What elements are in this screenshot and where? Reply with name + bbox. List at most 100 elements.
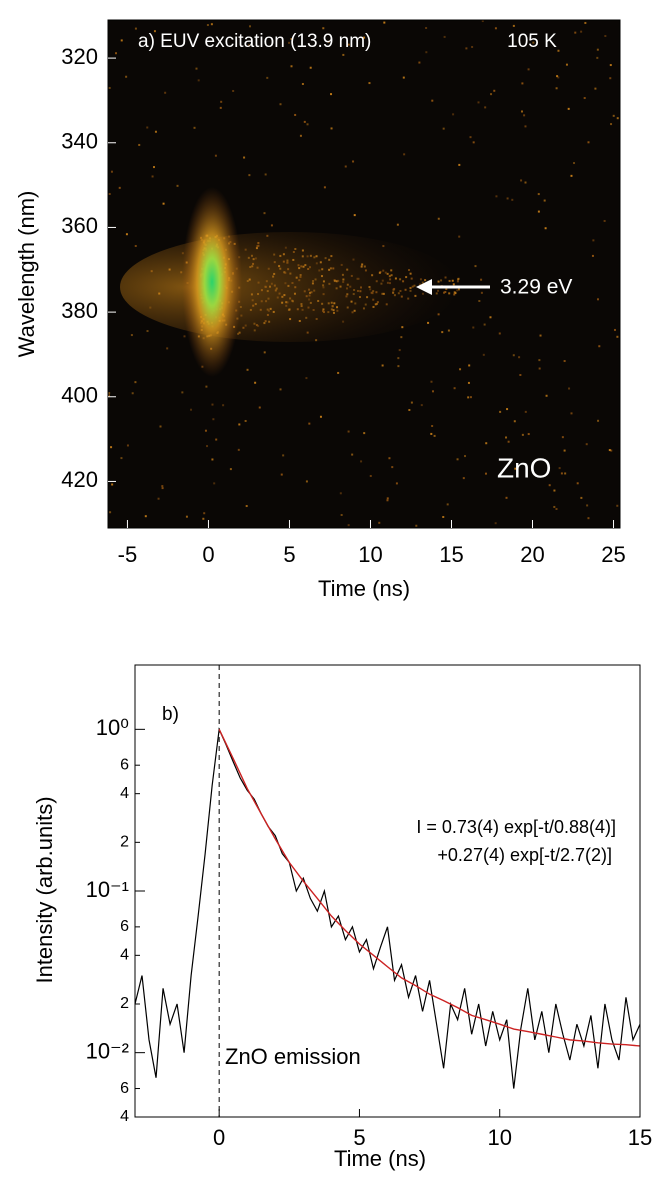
speckle [612,114,615,117]
speckle [558,467,561,470]
speckle [481,20,484,23]
speckle [322,27,325,30]
speckle [538,367,541,370]
speckle [381,364,384,367]
speckle [433,434,436,437]
speckle [347,43,350,46]
speckle [264,173,267,176]
data-line [134,727,641,1089]
y-tick-label: 320 [61,44,98,69]
speckle [587,141,590,144]
speckle [363,432,366,435]
x-axis-label: Time (ns) [334,1146,426,1171]
speckle [243,156,246,159]
y-tick-label: 4 [120,947,129,964]
speckle [134,27,137,30]
speckle [472,326,475,329]
y-tick-label: 6 [120,918,129,935]
speckle [125,75,128,78]
speckle [109,511,112,514]
emission-label: ZnO emission [225,1044,361,1069]
speckle [480,291,483,294]
speckle [396,223,399,226]
speckle [437,217,440,220]
speckle [290,37,293,40]
x-tick-label: 5 [353,1125,365,1150]
speckle [576,482,579,485]
speckle [402,76,405,79]
speckle [353,214,356,217]
speckle [557,49,560,52]
speckle [616,117,619,120]
speckle [330,93,333,96]
speckle [446,503,449,506]
speckle [548,484,551,487]
speckle [560,472,563,475]
speckle [220,100,223,103]
speckle [585,443,588,446]
speckle [352,160,355,163]
speckle [195,67,198,70]
speckle [556,75,559,78]
speckle [249,25,252,28]
speckle [524,125,527,128]
speckle [108,193,111,196]
y-tick-label: 340 [61,129,98,154]
panel-label: a) EUV excitation (13.9 nm) [138,31,371,52]
speckle [206,24,209,27]
speckle [162,202,165,205]
speckle [521,82,524,85]
speckle [176,184,179,187]
speckle [458,163,461,166]
speckle [303,120,306,123]
x-tick-label: 5 [283,542,295,567]
speckle [386,499,389,502]
speckle [425,51,428,54]
speckle [130,334,133,337]
speckle [214,154,217,157]
speckle [485,442,488,445]
speckle [512,24,515,27]
speckle [537,210,540,213]
speckle [469,136,472,139]
speckle [213,482,216,485]
speckle [520,179,523,182]
speckle [410,401,413,404]
speckle [146,330,149,333]
speckle [580,496,583,499]
speckle [604,35,607,38]
speckle [351,453,354,456]
speckle [134,381,137,384]
speckle [183,335,186,338]
emission-glow [182,187,242,377]
speckle [587,517,590,520]
speckle [524,181,527,184]
speckle [164,91,167,94]
speckle [431,99,434,102]
speckle [397,357,400,360]
speckle [532,41,535,44]
x-tick-label: -5 [118,542,138,567]
speckle [388,457,391,460]
arrow-head [416,279,432,295]
speckle [513,420,516,423]
speckle [613,328,616,331]
speckle [483,323,486,326]
speckle [337,371,340,374]
speckle [498,332,501,335]
y-tick-label: 2 [120,995,129,1012]
speckle [499,410,502,413]
speckle [596,56,599,59]
speckle [323,186,326,189]
frame [134,664,641,1118]
x-tick-label: 20 [520,542,544,567]
speckle [181,391,184,394]
speckle [204,429,207,432]
speckle [596,298,599,301]
speckle [299,134,302,137]
speckle [161,485,164,488]
speckle [471,45,474,48]
speckle [206,445,209,448]
speckle [564,472,567,475]
